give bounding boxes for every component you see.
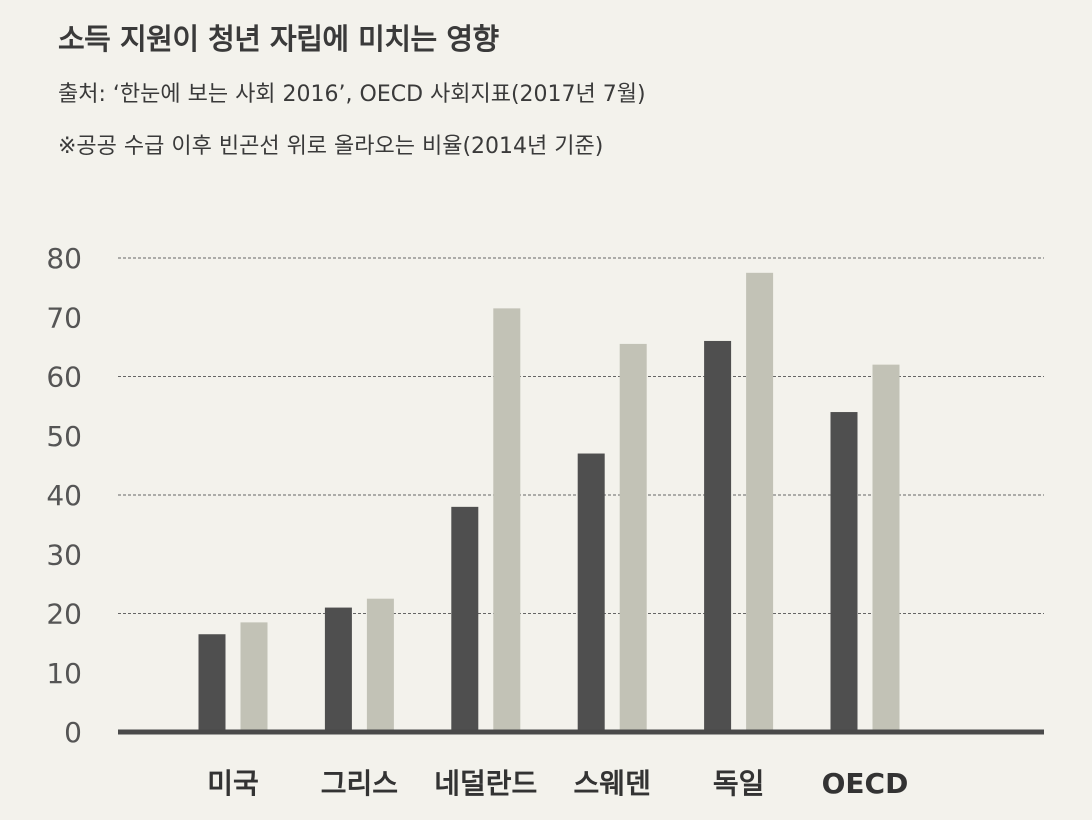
bar-series-1-0 <box>198 634 226 732</box>
bar-series-1-1 <box>324 607 352 732</box>
chart-source: 출처: ‘한눈에 보는 사회 2016’, OECD 사회지표(2017년 7월… <box>58 82 646 107</box>
y-axis-ticks: 0 10 20 30 40 50 60 70 80 <box>46 242 82 749</box>
x-category-label: 그리스 <box>321 767 398 800</box>
x-category-label: 네덜란드 <box>434 767 537 800</box>
chart-title: 소득 지원이 청년 자립에 미치는 영향 <box>58 22 499 56</box>
y-tick-label: 70 <box>46 301 82 334</box>
bar-series-2-5 <box>872 364 900 732</box>
x-category-label: 미국 <box>207 767 259 800</box>
bar-series-1-4 <box>704 340 732 732</box>
y-tick-label: 10 <box>46 657 82 690</box>
x-category-label: 독일 <box>713 767 765 800</box>
y-tick-label: 80 <box>46 242 82 275</box>
y-tick-label: 30 <box>46 538 82 571</box>
bar-series-1-3 <box>577 453 605 732</box>
bar-series-2-1 <box>366 598 394 732</box>
bars <box>198 272 900 732</box>
x-category-label: OECD <box>822 767 909 800</box>
bar-series-2-2 <box>493 308 521 732</box>
bar-series-2-4 <box>746 272 774 732</box>
x-axis-categories: 미국 그리스 네덜란드 스웨덴 독일 OECD <box>207 767 908 800</box>
y-tick-label: 60 <box>46 361 82 394</box>
bar-series-2-3 <box>619 343 647 732</box>
bar-series-1-2 <box>451 506 479 732</box>
bar-series-1-5 <box>830 412 858 732</box>
x-category-label: 스웨덴 <box>574 767 651 800</box>
y-tick-label: 20 <box>46 598 82 631</box>
chart-note: ※공공 수급 이후 빈곤선 위로 올라오는 비율(2014년 기준) <box>58 134 604 159</box>
y-tick-label: 40 <box>46 479 82 512</box>
bar-series-2-0 <box>240 622 268 732</box>
y-tick-label: 50 <box>46 420 82 453</box>
y-tick-label: 0 <box>64 716 82 749</box>
